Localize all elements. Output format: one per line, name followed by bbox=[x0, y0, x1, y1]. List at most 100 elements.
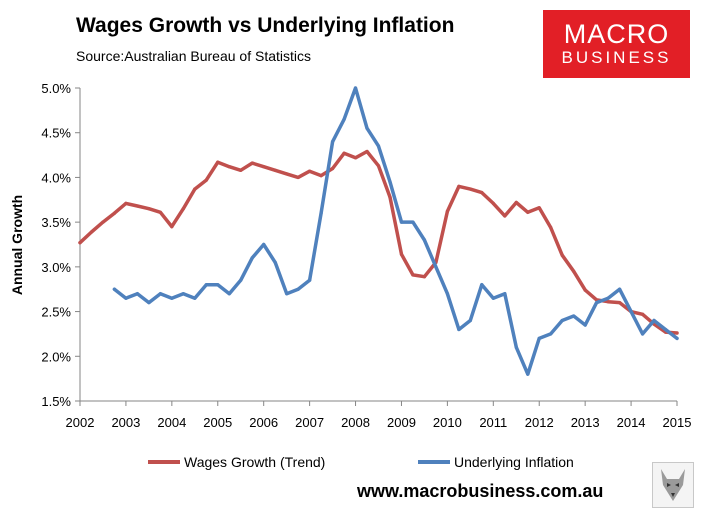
data-point bbox=[101, 220, 105, 224]
data-point bbox=[549, 225, 553, 230]
data-point bbox=[365, 126, 369, 130]
data-point bbox=[342, 151, 346, 155]
data-point bbox=[147, 301, 151, 305]
x-tick-label: 2008 bbox=[341, 415, 370, 430]
data-point bbox=[640, 332, 645, 336]
data-point bbox=[606, 300, 610, 304]
data-point bbox=[227, 165, 231, 169]
legend-label-wages: Wages Growth (Trend) bbox=[184, 454, 325, 470]
y-axis-label: Annual Growth bbox=[9, 195, 25, 295]
x-tick-labels: 2002 2003 2004 2005 2006 2007 2008 2009 2010 2011… bbox=[66, 415, 692, 430]
x-tick-label: 2011 bbox=[479, 415, 507, 430]
y-tick-label: 4.0% bbox=[41, 170, 71, 185]
data-point bbox=[204, 178, 208, 182]
tick-marks bbox=[75, 87, 678, 406]
wolf-logo-icon bbox=[652, 462, 694, 508]
data-point bbox=[227, 292, 231, 296]
data-point bbox=[526, 372, 530, 376]
data-point bbox=[330, 140, 335, 144]
x-tick-label: 2015 bbox=[663, 415, 692, 430]
data-point bbox=[652, 318, 656, 323]
data-point bbox=[572, 269, 576, 273]
data-point bbox=[239, 168, 243, 172]
data-point bbox=[480, 283, 484, 287]
data-point bbox=[250, 161, 254, 165]
data-point bbox=[376, 164, 381, 168]
legend-label-inflation: Underlying Inflation bbox=[454, 454, 574, 470]
data-point bbox=[560, 253, 564, 257]
data-point bbox=[617, 287, 622, 291]
series-line-wages-growth bbox=[78, 149, 679, 335]
data-point bbox=[365, 149, 369, 154]
data-point bbox=[445, 209, 449, 214]
data-point bbox=[308, 278, 312, 282]
data-point bbox=[273, 260, 277, 264]
data-point bbox=[135, 292, 140, 296]
data-point bbox=[422, 238, 427, 242]
y-tick-label: 2.0% bbox=[41, 349, 71, 364]
x-tick-label: 2006 bbox=[249, 415, 278, 430]
data-point bbox=[583, 323, 587, 327]
data-point bbox=[158, 210, 162, 214]
data-point bbox=[330, 166, 335, 171]
data-point bbox=[319, 211, 323, 215]
data-point bbox=[296, 175, 300, 180]
data-point bbox=[181, 207, 185, 211]
y-tick-label: 2.5% bbox=[41, 305, 71, 320]
website-url[interactable]: www.macrobusiness.com.au bbox=[357, 481, 604, 501]
data-point bbox=[537, 206, 541, 210]
data-point bbox=[503, 214, 507, 218]
data-point bbox=[468, 318, 472, 323]
data-point bbox=[124, 201, 128, 205]
data-point bbox=[617, 301, 622, 305]
data-point bbox=[216, 283, 220, 287]
data-point bbox=[445, 292, 449, 296]
data-point bbox=[675, 331, 679, 335]
data-point bbox=[514, 200, 518, 205]
data-point bbox=[285, 172, 289, 176]
data-point bbox=[285, 292, 289, 296]
data-point bbox=[193, 296, 197, 300]
chart-source: Source:Australian Bureau of Statistics bbox=[76, 48, 312, 64]
x-tick-label: 2003 bbox=[111, 415, 140, 430]
data-point bbox=[388, 180, 392, 184]
data-point bbox=[342, 117, 346, 121]
series-line-underlying-inflation bbox=[112, 86, 679, 376]
data-point bbox=[181, 292, 185, 296]
data-point bbox=[663, 327, 668, 332]
x-tick-label: 2007 bbox=[295, 415, 324, 430]
y-tick-label: 1.5% bbox=[41, 394, 71, 409]
data-point bbox=[526, 210, 530, 214]
data-point bbox=[434, 265, 438, 269]
data-point bbox=[78, 241, 82, 245]
data-point bbox=[457, 327, 461, 332]
data-point bbox=[549, 332, 553, 336]
x-tick-label: 2009 bbox=[387, 415, 416, 430]
data-point bbox=[572, 314, 576, 318]
data-point bbox=[422, 275, 427, 279]
data-point bbox=[376, 144, 381, 148]
data-point bbox=[399, 252, 404, 256]
data-point bbox=[411, 273, 415, 277]
data-point bbox=[158, 292, 162, 296]
x-tick-label: 2013 bbox=[571, 415, 600, 430]
data-point bbox=[193, 187, 197, 191]
y-tick-label: 3.5% bbox=[41, 215, 71, 230]
data-point bbox=[112, 211, 117, 215]
data-point bbox=[491, 296, 495, 300]
data-point bbox=[204, 283, 208, 287]
data-point bbox=[170, 296, 174, 300]
data-point bbox=[491, 201, 495, 205]
x-tick-label: 2004 bbox=[157, 415, 186, 430]
data-point bbox=[308, 169, 312, 173]
data-point bbox=[124, 296, 128, 300]
data-point bbox=[583, 288, 587, 292]
data-point bbox=[319, 174, 323, 178]
data-point bbox=[147, 207, 151, 211]
data-point bbox=[560, 318, 564, 323]
macrobusiness-logo[interactable]: MACRO BUSINESS bbox=[543, 10, 690, 78]
data-point bbox=[629, 309, 633, 314]
data-point bbox=[503, 292, 507, 296]
data-point bbox=[112, 287, 117, 291]
data-point bbox=[537, 336, 541, 340]
